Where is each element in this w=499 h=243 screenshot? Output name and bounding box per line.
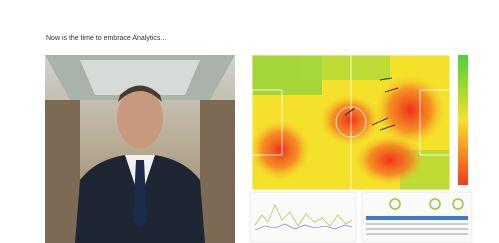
heatmap [250, 55, 468, 190]
slide-title: Now is the time to embrace Analytics... [46, 35, 166, 42]
slide: Now is the time to embrace Analytics... [0, 0, 499, 243]
photo [45, 55, 235, 243]
line-chart-thumbnail [250, 192, 356, 242]
page: Now is the time to embrace Analytics... [0, 0, 499, 243]
kpi-thumbnail [362, 192, 472, 242]
